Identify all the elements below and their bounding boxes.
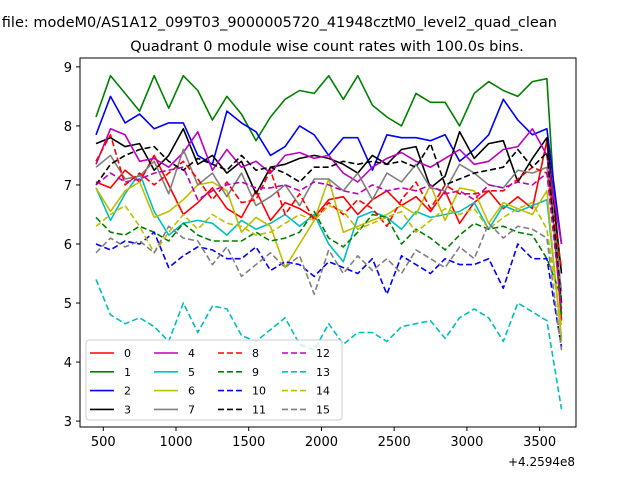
- x-tick-label: 1000: [159, 435, 192, 450]
- y-tick-label: 5: [64, 297, 72, 312]
- legend-label: 6: [188, 385, 195, 398]
- axes-frame: [79, 57, 577, 428]
- legend-label: 7: [188, 403, 195, 416]
- suptitle: n file: modeM0/AS1A12_099T03_9000005720_…: [0, 15, 557, 31]
- legend-label: 8: [252, 347, 259, 360]
- legend-label: 9: [252, 366, 259, 379]
- plot-area: 500 1000 1500 2000 2500 3000 35003456789012345…: [64, 57, 577, 450]
- y-tick-label: 4: [64, 356, 72, 371]
- legend-label: 3: [124, 403, 131, 416]
- legend-label: 15: [316, 403, 330, 416]
- y-tick-label: 6: [64, 238, 72, 253]
- y-tick-label: 3: [64, 415, 72, 430]
- legend-label: 2: [124, 385, 131, 398]
- series-line-0: [95, 139, 563, 321]
- series-line-7: [95, 148, 563, 292]
- x-tick-label: 3500: [523, 435, 556, 450]
- legend-box: [85, 339, 343, 421]
- legend-label: 12: [316, 347, 330, 360]
- chart-title: Quadrant 0 module wise count rates with …: [130, 39, 524, 55]
- y-tick-label: 7: [64, 179, 72, 194]
- series-line-10: [95, 231, 563, 348]
- series-line-15: [95, 222, 563, 351]
- x-tick-label: 2000: [305, 435, 338, 450]
- legend-label: 13: [316, 366, 330, 379]
- y-tick-label: 9: [64, 61, 72, 76]
- legend-label: 5: [188, 366, 195, 379]
- legend-label: 11: [252, 403, 266, 416]
- y-tick-label: 8: [64, 120, 72, 135]
- series-group: [95, 74, 563, 410]
- legend-label: 0: [124, 347, 131, 360]
- series-line-3: [95, 128, 563, 274]
- legend-label: 10: [252, 385, 266, 398]
- legend-label: 14: [316, 385, 330, 398]
- series-line-12: [95, 166, 563, 309]
- series-line-9: [95, 210, 563, 298]
- series-line-11: [95, 142, 563, 304]
- legend-label: 4: [188, 347, 195, 360]
- legend-label: 1: [124, 366, 131, 379]
- x-tick-label: 3000: [450, 435, 483, 450]
- series-line-1: [95, 74, 563, 315]
- series-line-13: [95, 279, 563, 410]
- x-tick-label: 2500: [378, 435, 411, 450]
- x-tick-label: 500: [91, 435, 116, 450]
- series-line-4: [95, 128, 563, 245]
- x-offset-label: +4.2594e8: [508, 455, 575, 469]
- x-tick-label: 1500: [232, 435, 265, 450]
